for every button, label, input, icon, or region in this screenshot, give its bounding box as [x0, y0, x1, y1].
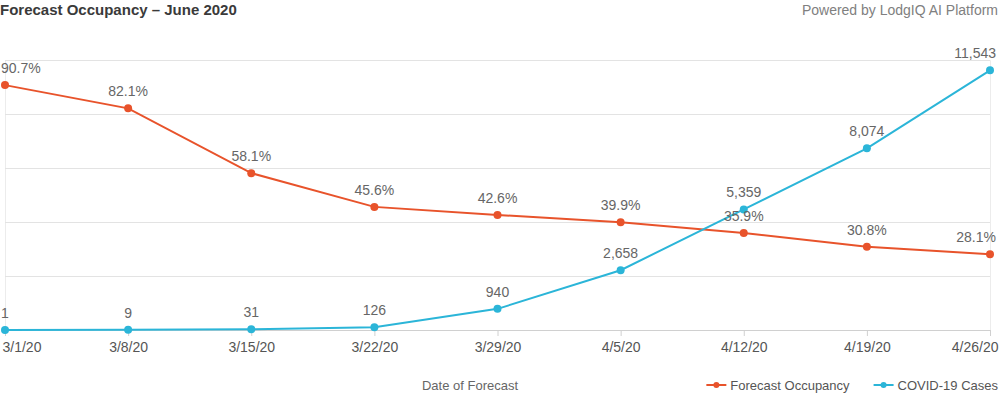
legend: Forecast Occupancy COVID-19 Cases: [706, 378, 998, 393]
x-tick-label: 4/19/20: [844, 339, 891, 355]
data-point: [986, 66, 994, 74]
subtitle: Powered by LodgIQ AI Platform: [802, 2, 998, 18]
data-point: [863, 144, 871, 152]
data-label: 1: [1, 305, 9, 321]
data-point: [124, 104, 132, 112]
grid-line: [5, 60, 990, 61]
legend-label: Forecast Occupancy: [730, 378, 850, 393]
data-point: [247, 169, 255, 177]
x-tick-label: 4/12/20: [721, 339, 768, 355]
y-tick: [5, 276, 990, 277]
legend-item: COVID-19 Cases: [874, 378, 999, 393]
x-tick-label: 3/29/20: [475, 339, 522, 355]
data-point: [370, 203, 378, 211]
data-label: 8,074: [849, 123, 884, 139]
x-tick-label: 4/26/20: [952, 339, 999, 355]
grid-line: [5, 114, 990, 115]
y2-tick: [5, 168, 990, 169]
plot-marks: [1, 66, 994, 334]
data-label: 28.1%: [956, 229, 996, 245]
series-line: [5, 85, 990, 254]
data-point: [370, 323, 378, 331]
data-label: 90.7%: [1, 60, 41, 76]
y2-tick: [5, 276, 990, 277]
x-tick: 4/12/20: [721, 330, 768, 355]
data-point: [124, 326, 132, 334]
data-label: 42.6%: [478, 190, 518, 206]
y-axis-line: [6, 61, 991, 331]
x-axis-line: [6, 331, 991, 337]
data-label: 35.9%: [724, 208, 764, 224]
tick-mark: [621, 330, 622, 336]
data-label: 126: [363, 302, 387, 318]
data-label: 11,543: [954, 45, 996, 61]
grid-line: [5, 168, 990, 169]
legend-item: Forecast Occupancy: [706, 378, 850, 393]
tick-mark: [867, 330, 868, 336]
chart: Forecast Occupancy – June 2020 Powered by…: [0, 0, 1000, 396]
x-tick: 4/26/20: [952, 330, 999, 355]
y2-tick: [5, 60, 990, 61]
data-point: [617, 266, 625, 274]
data-label: 2,658: [603, 245, 638, 261]
y-tick: [5, 168, 990, 169]
data-point: [494, 211, 502, 219]
data-point: [863, 243, 871, 251]
grid-line: [5, 222, 990, 223]
data-label: 940: [486, 284, 510, 300]
data-label: 45.6%: [355, 182, 395, 198]
legend-marker: [713, 382, 719, 388]
y2-tick: [5, 222, 990, 223]
x-tick-label: 3/15/20: [228, 339, 275, 355]
data-labels: 90.7% 82.1% 58.1% 45.6% 42.6% 39.9% 35.9% 30.8%…: [1, 45, 996, 321]
grid-line: [5, 168, 990, 169]
x-axis: 3/1/20 3/8/20 3/15/20 3/22/20 3/29/20 4/5/20 4…: [3, 330, 999, 355]
data-point: [1, 81, 9, 89]
y-axis: [5, 61, 990, 331]
data-label: 9: [124, 305, 132, 321]
y-tick: [5, 114, 990, 115]
series-line: [5, 70, 990, 330]
grid-line: [5, 276, 990, 277]
x-tick-label: 3/8/20: [109, 339, 148, 355]
data-label: 58.1%: [231, 148, 271, 164]
x-axis-title: Date of Forecast: [422, 378, 518, 393]
x-tick: 3/22/20: [352, 330, 399, 355]
grid-line: [5, 114, 990, 115]
grid-line: [5, 276, 990, 277]
data-label: 82.1%: [108, 83, 148, 99]
data-label: 5,359: [726, 184, 761, 200]
x-tick-label: 4/5/20: [602, 339, 641, 355]
data-point: [494, 305, 502, 313]
y-tick: [5, 222, 990, 223]
x-tick-label: 3/22/20: [352, 339, 399, 355]
x-tick: 3/29/20: [475, 330, 522, 355]
y-tick: [5, 60, 990, 61]
grid-line: [5, 60, 990, 61]
x-tick: 4/5/20: [602, 330, 641, 355]
x-tick-label: 3/1/20: [3, 339, 42, 355]
data-label: 31: [243, 304, 259, 320]
tick-mark: [744, 330, 745, 336]
x-tick: 3/1/20: [3, 330, 42, 355]
legend-marker: [881, 382, 887, 388]
x-tick: 3/15/20: [228, 330, 275, 355]
data-label: 30.8%: [847, 222, 887, 238]
data-point: [740, 229, 748, 237]
tick-mark: [990, 330, 991, 336]
tick-mark: [498, 330, 499, 336]
data-point: [247, 325, 255, 333]
data-point: [986, 250, 994, 258]
data-label: 39.9%: [601, 197, 641, 213]
grid-line: [5, 222, 990, 223]
x-tick: 4/19/20: [844, 330, 891, 355]
data-point: [617, 218, 625, 226]
y2-axis-line: [5, 61, 991, 331]
title: Forecast Occupancy – June 2020: [0, 1, 237, 18]
y2-tick: [5, 114, 990, 115]
y2-axis: [5, 61, 991, 331]
data-point: [1, 326, 9, 334]
legend-label: COVID-19 Cases: [898, 378, 999, 393]
